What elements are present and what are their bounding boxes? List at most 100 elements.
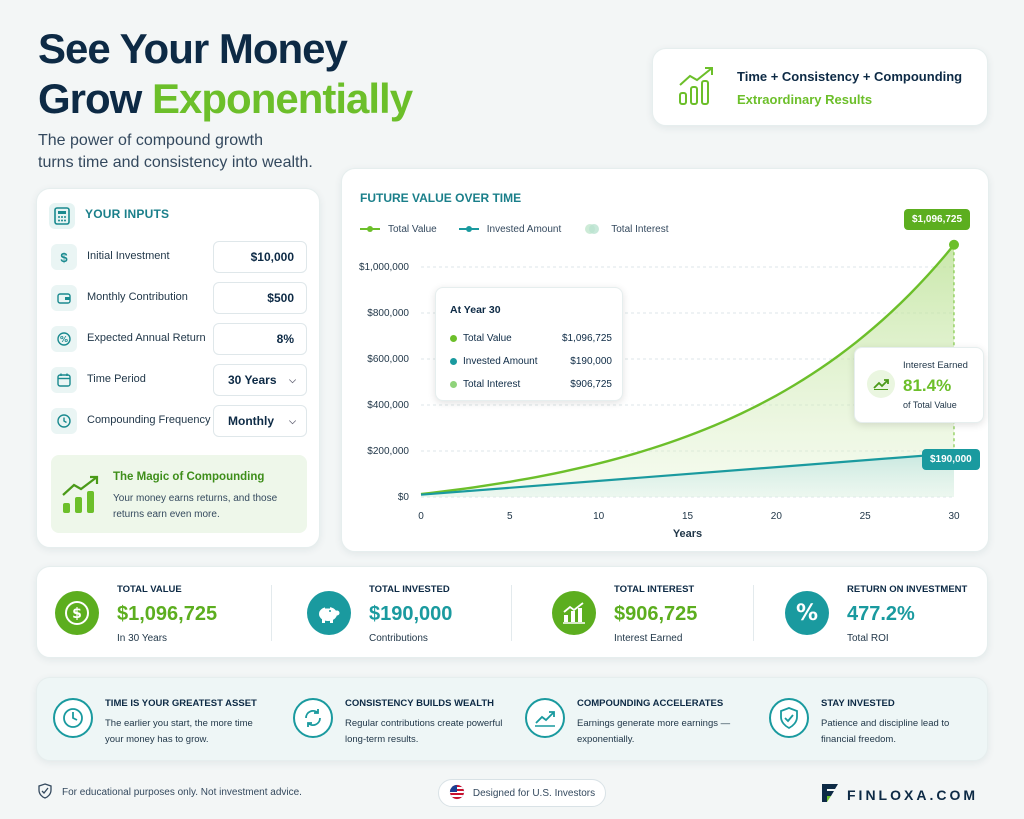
calendar-icon bbox=[51, 367, 77, 393]
chart-title: FUTURE VALUE OVER TIME bbox=[360, 191, 522, 205]
dot-icon bbox=[450, 335, 457, 342]
brand-logo[interactable]: FINLOXA.COM bbox=[821, 783, 978, 806]
tooltip-row: Total Interest $906,725 bbox=[450, 379, 612, 390]
x-tick-label: 30 bbox=[948, 511, 960, 522]
disclaimer-text: For educational purposes only. Not inves… bbox=[62, 787, 302, 798]
page-title: See Your Money Grow Exponentially bbox=[38, 24, 413, 124]
piggy-bank-icon bbox=[307, 591, 351, 635]
invested-amount-line bbox=[420, 452, 955, 496]
input-row-monthly: Monthly Contribution $500 bbox=[51, 282, 307, 314]
stat-value: $906,725 bbox=[614, 603, 698, 625]
interest-earned-card: Interest Earned 81.4% of Total Value bbox=[854, 347, 984, 423]
chart-legend: Total Value Invested Amount Total Intere… bbox=[360, 223, 669, 235]
total-value-badge: $1,096,725 bbox=[904, 209, 971, 230]
tips-bar: TIME IS YOUR GREATEST ASSET The earlier … bbox=[36, 677, 988, 761]
trend-up-icon bbox=[867, 370, 895, 398]
shield-check-icon bbox=[769, 698, 809, 738]
refresh-icon bbox=[293, 698, 333, 738]
chevron-down-icon: ⌵ bbox=[289, 415, 296, 426]
stat-total-value: $ TOTAL VALUE $1,096,725 In 30 Years bbox=[37, 567, 275, 659]
tip-description: Patience and discipline lead to financia… bbox=[821, 718, 950, 745]
title-grow: Grow bbox=[38, 75, 142, 122]
y-tick-label: $800,000 bbox=[367, 308, 409, 319]
svg-text:$: $ bbox=[72, 606, 82, 622]
wallet-icon bbox=[51, 285, 77, 311]
legend-total-value: Total Value bbox=[360, 224, 437, 235]
legend-invested-amount: Invested Amount bbox=[458, 223, 562, 235]
input-label: Monthly Contribution bbox=[87, 291, 188, 303]
legend-marker bbox=[360, 226, 380, 232]
tooltip-row-value: $1,096,725 bbox=[561, 333, 612, 344]
growth-chart-icon bbox=[59, 473, 103, 522]
dot-icon bbox=[450, 358, 457, 365]
divider bbox=[271, 585, 272, 641]
inputs-title: YOUR INPUTS bbox=[85, 207, 170, 221]
tip-compounding: COMPOUNDING ACCELERATES Earnings generat… bbox=[509, 678, 739, 762]
finloxa-logo-icon bbox=[821, 783, 839, 806]
stat-total-interest: TOTAL INTEREST $906,725 Interest Earned bbox=[534, 567, 772, 659]
y-tick-label: $1,000,000 bbox=[359, 262, 409, 273]
svg-text:%: % bbox=[60, 335, 68, 344]
divider bbox=[753, 585, 754, 641]
us-investors-pill: Designed for U.S. Investors bbox=[438, 779, 606, 807]
frequency-value: Monthly bbox=[228, 414, 274, 428]
calculator-icon bbox=[49, 203, 75, 229]
stat-label: RETURN ON INVESTMENT bbox=[847, 584, 968, 595]
interest-earned-value: 81.4% bbox=[903, 376, 952, 395]
tagline-line-1: Time + Consistency + Compounding bbox=[737, 69, 963, 84]
tip-title: COMPOUNDING ACCELERATES bbox=[577, 698, 724, 709]
legend-marker bbox=[585, 224, 600, 234]
stat-sub: Interest Earned bbox=[614, 633, 683, 644]
footer: For educational purposes only. Not inves… bbox=[38, 779, 978, 807]
tip-time: TIME IS YOUR GREATEST ASSET The earlier … bbox=[37, 678, 267, 762]
clock-icon bbox=[51, 408, 77, 434]
tagline-card: Time + Consistency + Compounding Extraor… bbox=[652, 48, 988, 126]
magic-title: The Magic of Compounding bbox=[113, 471, 265, 483]
tip-description: The earlier you start, the more time you… bbox=[105, 718, 253, 745]
y-tick-label: $200,000 bbox=[367, 446, 409, 457]
legend-label: Total Value bbox=[388, 223, 437, 235]
input-label: Compounding Frequency bbox=[87, 414, 211, 426]
growth-chart-icon bbox=[552, 591, 596, 635]
tip-title: TIME IS YOUR GREATEST ASSET bbox=[105, 698, 257, 709]
stat-value: $1,096,725 bbox=[117, 603, 218, 625]
tooltip-row-label: Invested Amount bbox=[463, 356, 538, 367]
legend-label: Total Interest bbox=[611, 223, 669, 235]
monthly-contribution-field[interactable]: $500 bbox=[213, 282, 307, 314]
tooltip-row-label: Total Value bbox=[463, 333, 512, 344]
stat-label: TOTAL INTEREST bbox=[614, 584, 695, 595]
y-tick-label: $400,000 bbox=[367, 400, 409, 411]
input-row-period: Time Period 30 Years ⌵ bbox=[51, 364, 307, 396]
tooltip-title: At Year 30 bbox=[450, 304, 501, 316]
chart-panel: FUTURE VALUE OVER TIME Total Value Inves… bbox=[341, 168, 989, 552]
stat-sub: Contributions bbox=[369, 633, 428, 644]
brand-name: FINLOXA.COM bbox=[847, 786, 978, 803]
legend-label: Invested Amount bbox=[486, 223, 562, 235]
stat-roi: % RETURN ON INVESTMENT 477.2% Total ROI bbox=[767, 567, 987, 659]
x-tick-label: 5 bbox=[507, 511, 513, 522]
tip-consistency: CONSISTENCY BUILDS WEALTH Regular contri… bbox=[277, 678, 507, 762]
invested-area bbox=[421, 453, 954, 497]
inputs-panel: YOUR INPUTS $ Initial Investment $10,000… bbox=[36, 188, 320, 548]
time-period-select[interactable]: 30 Years ⌵ bbox=[213, 364, 307, 396]
tooltip-row: Total Value $1,096,725 bbox=[450, 333, 612, 344]
compounding-frequency-select[interactable]: Monthly ⌵ bbox=[213, 405, 307, 437]
page-subtitle: The power of compound growth turns time … bbox=[38, 130, 338, 174]
tooltip-row-value: $190,000 bbox=[570, 356, 612, 367]
stats-bar: $ TOTAL VALUE $1,096,725 In 30 Years TOT… bbox=[36, 566, 988, 658]
input-label: Time Period bbox=[87, 373, 146, 385]
dot-icon bbox=[450, 381, 457, 388]
annual-return-field[interactable]: 8% bbox=[213, 323, 307, 355]
tagline-line-2: Extraordinary Results bbox=[737, 92, 873, 107]
total-value-endpoint bbox=[949, 239, 959, 250]
tip-title: CONSISTENCY BUILDS WEALTH bbox=[345, 698, 495, 709]
clock-icon bbox=[53, 698, 93, 738]
legend-total-interest: Total Interest bbox=[583, 223, 669, 235]
input-row-return: % Expected Annual Return 8% bbox=[51, 323, 307, 355]
tip-stay-invested: STAY INVESTED Patience and discipline le… bbox=[753, 678, 983, 762]
magic-of-compounding-box: The Magic of Compounding Your money earn… bbox=[51, 455, 307, 533]
x-tick-label: 10 bbox=[593, 511, 605, 522]
trend-up-icon bbox=[525, 698, 565, 738]
initial-investment-field[interactable]: $10,000 bbox=[213, 241, 307, 273]
divider bbox=[511, 585, 512, 641]
